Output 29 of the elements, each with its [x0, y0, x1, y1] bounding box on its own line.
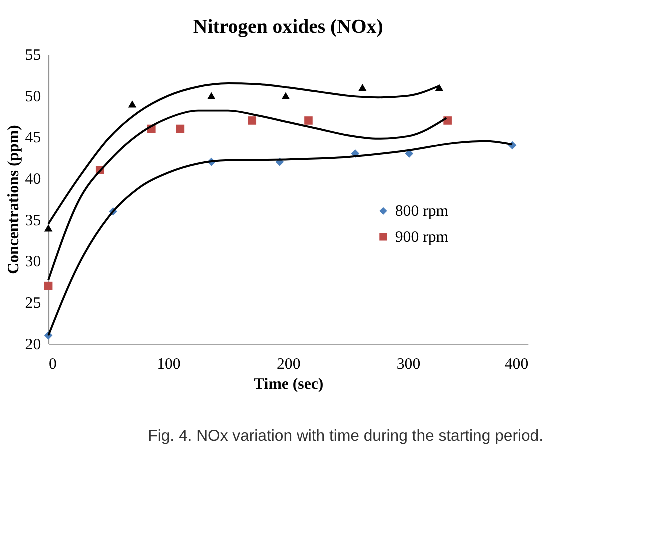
x-tick-label: 0: [49, 356, 58, 374]
y-tick-label: 50: [25, 88, 42, 106]
point: [435, 84, 444, 92]
point: [128, 100, 137, 108]
y-tick-label: 25: [25, 295, 42, 312]
y-tick-label: 45: [25, 130, 42, 147]
point: [176, 124, 185, 134]
x-tick-label: 300: [396, 356, 421, 374]
y-tick-label: 55: [25, 47, 42, 64]
point: [248, 116, 257, 125]
y-axis-title: Concentrations (ppm): [5, 125, 22, 274]
legend-label: 900 rpm: [395, 228, 450, 246]
y-tick-label: 35: [25, 212, 42, 230]
y-tick-label: 20: [25, 336, 42, 354]
chart-title: Nitrogen oxides (NOx): [193, 16, 384, 38]
x-tick-label: 200: [276, 356, 301, 374]
y-tick-label: 40: [25, 171, 42, 188]
x-tick-label: 400: [504, 356, 529, 374]
point: [44, 282, 53, 290]
point: [358, 84, 367, 92]
point: [44, 224, 53, 232]
x-axis-title: Time (sec): [254, 376, 324, 394]
point: [207, 92, 216, 100]
point: [304, 116, 313, 125]
y-tick-label: 30: [25, 254, 42, 271]
point: [282, 92, 290, 100]
legend-label: 800 rpm: [395, 203, 450, 220]
x-tick-label: 100: [157, 356, 181, 374]
caption: Fig. 4. NOx variation with time during the starting period.: [148, 428, 544, 446]
